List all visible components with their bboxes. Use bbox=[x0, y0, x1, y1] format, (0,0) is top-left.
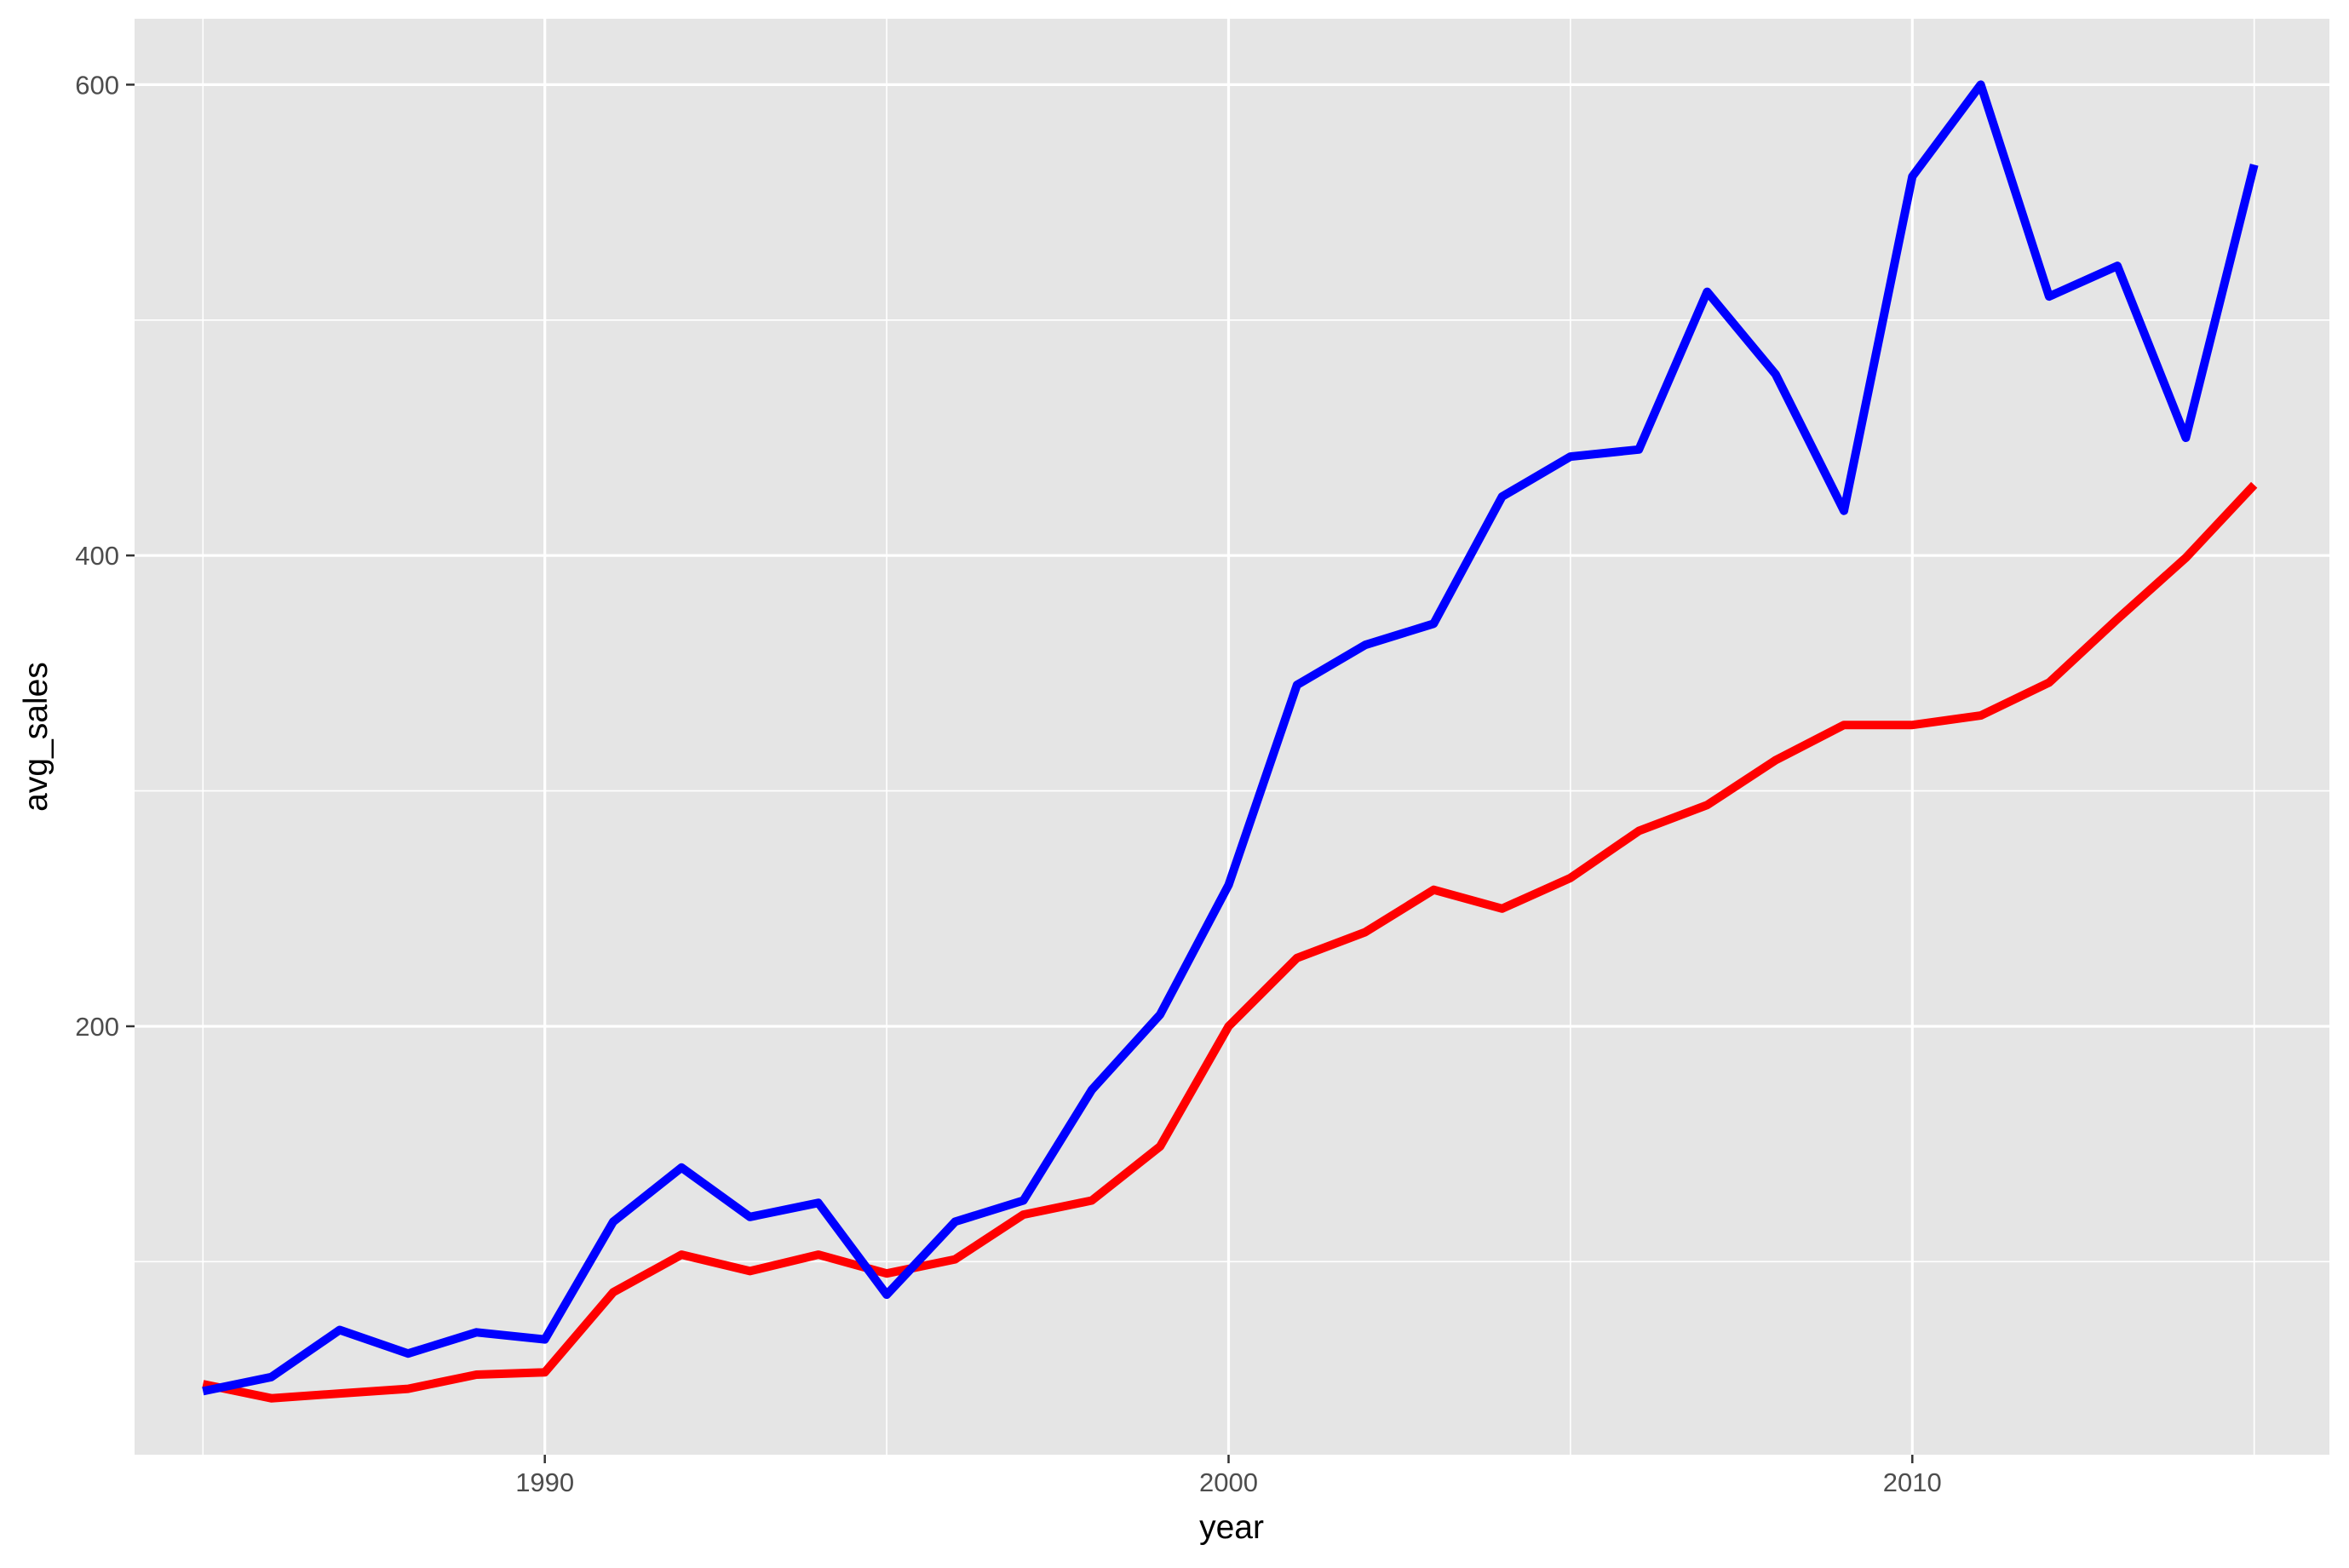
series-line-2 bbox=[202, 80, 2259, 1396]
x-axis-title: year bbox=[1199, 1509, 1264, 1546]
x-tick-label: 2010 bbox=[1883, 1467, 1942, 1497]
series-layer bbox=[202, 80, 2259, 1403]
y-tick-label: 600 bbox=[75, 70, 119, 100]
x-axis: 1990 2000 2010 bbox=[515, 1455, 1942, 1497]
y-axis-title: avg_sales bbox=[18, 662, 55, 812]
y-axis: 200 400 600 bbox=[75, 70, 135, 1042]
y-tick-label: 400 bbox=[75, 541, 119, 571]
series-line-1 bbox=[202, 481, 2258, 1403]
minor-gridlines bbox=[135, 19, 2329, 1455]
y-tick-label: 200 bbox=[75, 1012, 119, 1042]
x-tick-label: 1990 bbox=[515, 1467, 574, 1497]
x-tick-label: 2000 bbox=[1199, 1467, 1258, 1497]
plot-panel bbox=[135, 19, 2329, 1455]
